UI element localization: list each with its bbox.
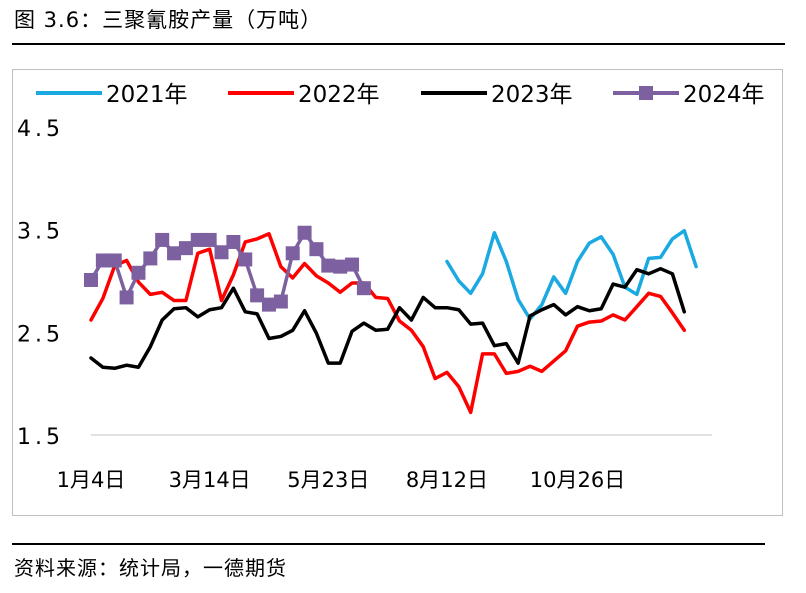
legend-label: 2023年 bbox=[491, 82, 573, 108]
data-point bbox=[214, 245, 229, 260]
data-point bbox=[190, 232, 205, 247]
series-line bbox=[445, 228, 698, 321]
data-point bbox=[321, 258, 336, 273]
x-tick-label: 10月26日 bbox=[530, 468, 625, 492]
legend-item-4: 2024年 bbox=[613, 82, 765, 108]
x-tick-label: 5月23日 bbox=[287, 468, 369, 492]
source-rule bbox=[12, 543, 765, 545]
legend: 2021年 2022年 2023年 2024年 bbox=[36, 82, 765, 108]
legend-item-3: 2023年 bbox=[421, 82, 573, 108]
x-tick-label: 8月12日 bbox=[406, 468, 488, 492]
series-4 bbox=[84, 225, 371, 312]
x-tick-label: 3月14日 bbox=[169, 468, 251, 492]
axes: 4.5 3.5 2.5 1.5 1月4日 3月14日 5月23日 8月12日 10月26日 bbox=[17, 117, 712, 492]
data-point bbox=[167, 246, 182, 261]
data-point bbox=[119, 290, 134, 305]
series-1 bbox=[445, 228, 698, 321]
data-point bbox=[309, 242, 324, 257]
data-point bbox=[261, 297, 276, 312]
y-tick-label: 2.5 bbox=[17, 322, 64, 347]
data-point bbox=[285, 246, 300, 261]
data-point bbox=[345, 257, 360, 272]
series-line bbox=[89, 232, 687, 415]
chart-frame bbox=[12, 69, 783, 516]
data-point bbox=[178, 241, 193, 256]
y-tick-label: 1.5 bbox=[17, 425, 64, 450]
data-point bbox=[202, 232, 217, 247]
data-point bbox=[250, 288, 265, 303]
figure-title: 图 3.6：三聚氰胺产量（万吨） bbox=[14, 8, 323, 32]
data-point bbox=[356, 281, 371, 296]
series-3 bbox=[89, 266, 687, 371]
legend-label: 2021年 bbox=[106, 82, 188, 108]
data-point bbox=[333, 259, 348, 274]
series-line bbox=[89, 266, 687, 371]
legend-item-2: 2022年 bbox=[228, 82, 380, 108]
data-point bbox=[84, 272, 98, 287]
data-point bbox=[131, 265, 146, 280]
legend-label: 2024年 bbox=[683, 82, 765, 108]
data-point bbox=[155, 232, 170, 247]
x-tick-label: 1月4日 bbox=[57, 468, 126, 492]
legend-marker bbox=[639, 86, 653, 100]
legend-item-1: 2021年 bbox=[36, 82, 188, 108]
title-rule bbox=[12, 43, 785, 45]
series-2 bbox=[89, 232, 687, 415]
data-point bbox=[226, 234, 241, 249]
data-point bbox=[95, 253, 110, 268]
y-tick-label: 3.5 bbox=[17, 220, 64, 245]
data-point bbox=[143, 251, 158, 266]
data-point bbox=[297, 225, 312, 240]
source-note: 资料来源：统计局，一德期货 bbox=[14, 556, 287, 580]
y-tick-label: 4.5 bbox=[17, 117, 64, 142]
legend-label: 2022年 bbox=[298, 82, 380, 108]
data-point bbox=[273, 294, 288, 309]
data-point bbox=[238, 252, 253, 267]
series-lines bbox=[84, 225, 698, 415]
data-point bbox=[107, 253, 122, 268]
